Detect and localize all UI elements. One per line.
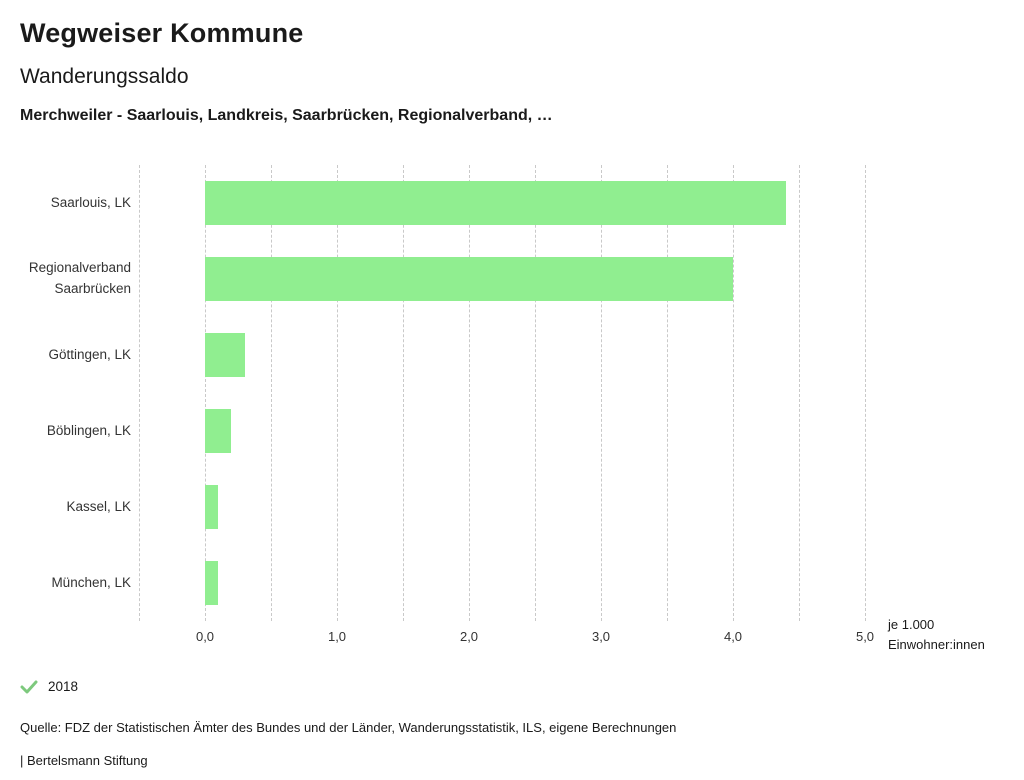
bar-track — [139, 545, 865, 621]
axis-unit-line-1: je 1.000 — [888, 617, 935, 632]
axis-unit-label: je 1.000 Einwohner:innen — [888, 615, 985, 655]
check-icon — [20, 680, 38, 694]
legend-label: 2018 — [48, 679, 79, 694]
bar-row: Böblingen, LK — [20, 393, 1004, 469]
bar-track — [139, 241, 865, 317]
bar — [205, 409, 232, 453]
bar — [205, 561, 219, 605]
page-header: Wegweiser Kommune Wanderungssaldo Merchw… — [20, 18, 1004, 125]
page-title: Wegweiser Kommune — [20, 18, 304, 48]
bar-track — [139, 165, 865, 241]
bar — [205, 333, 245, 377]
category-label: Saarlouis, LK — [50, 194, 131, 210]
chart-description: Merchweiler - Saarlouis, Landkreis, Saar… — [20, 107, 553, 124]
bar-row: Saarlouis, LK — [20, 165, 1004, 241]
category-label: Regionalverband Saarbrücken — [28, 260, 131, 296]
x-tick-label: 1,0 — [327, 629, 347, 644]
bar-track — [139, 393, 865, 469]
bar — [205, 257, 733, 301]
source-note: Quelle: FDZ der Statistischen Ämter des … — [20, 720, 677, 735]
bar-rows: Saarlouis, LK Regionalverband Saarbrücken… — [20, 165, 1004, 621]
branding-note: | Bertelsmann Stiftung — [20, 753, 148, 768]
bar-row: Göttingen, LK — [20, 317, 1004, 393]
x-tick-label: 0,0 — [195, 629, 215, 644]
plot-area: Saarlouis, LK Regionalverband Saarbrücken… — [20, 165, 1004, 621]
bar-track — [139, 317, 865, 393]
chart-title: Wanderungssaldo — [20, 65, 189, 88]
category-label: Böblingen, LK — [46, 422, 131, 438]
bar-chart: Saarlouis, LK Regionalverband Saarbrücken… — [20, 165, 1004, 652]
legend-item-2018[interactable]: 2018 — [20, 679, 78, 694]
bar — [205, 485, 219, 529]
category-label: Kassel, LK — [66, 498, 131, 514]
bar-row: München, LK — [20, 545, 1004, 621]
bar-row: Kassel, LK — [20, 469, 1004, 545]
x-tick-label: 4,0 — [723, 629, 743, 644]
x-tick-label: 5,0 — [855, 629, 875, 644]
x-tick-label: 2,0 — [459, 629, 479, 644]
category-label: Göttingen, LK — [48, 346, 131, 362]
x-axis: 0,0 1,0 2,0 3,0 4,0 5,0 — [139, 627, 874, 649]
bar-row: Regionalverband Saarbrücken — [20, 241, 1004, 317]
category-label: München, LK — [51, 574, 131, 590]
bar-track — [139, 469, 865, 545]
axis-unit-line-2: Einwohner:innen — [888, 637, 985, 652]
bar — [205, 181, 786, 225]
x-tick-label: 3,0 — [591, 629, 611, 644]
